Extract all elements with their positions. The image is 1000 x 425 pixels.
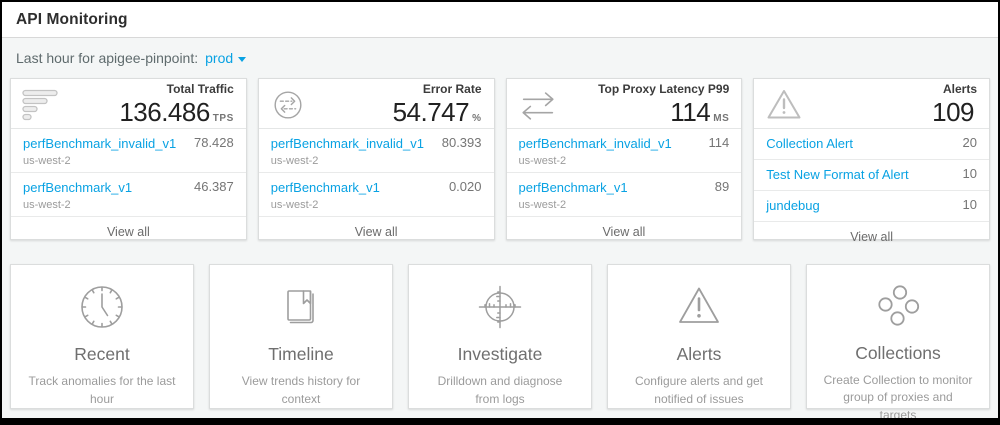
metric-title: Error Rate	[422, 81, 482, 96]
view-all-link[interactable]: View all	[106, 225, 150, 239]
metric-title: Top Proxy Latency P99	[598, 81, 730, 96]
proxy-link[interactable]: perfBenchmark_invalid_v1	[270, 136, 424, 151]
latency-arrows-icon	[517, 88, 559, 122]
proxy-link[interactable]: perfBenchmark_v1	[270, 180, 380, 195]
metric-value: 136.486	[119, 96, 210, 127]
dashboard-content: Last hour for apigee-pinpoint: prod	[2, 38, 998, 418]
total-traffic-header: Total Traffic 136.486 TPS	[11, 79, 246, 129]
proxy-link[interactable]: perfBenchmark_invalid_v1	[23, 136, 177, 151]
alert-triangle-icon	[673, 280, 725, 333]
latency-header: Top Proxy Latency P99 114 MS	[506, 79, 742, 129]
nav-card-recent[interactable]: Recent Track anomalies for the last hour	[10, 264, 194, 409]
row-value: 0.020	[448, 179, 482, 194]
metric-unit: %	[472, 112, 482, 124]
row-value: 10	[962, 197, 977, 212]
metric-rows: Collection Alert 20 Test New Format of A…	[754, 129, 989, 253]
alert-link[interactable]: Test New Format of Alert	[766, 167, 909, 182]
alert-triangle-icon	[764, 86, 804, 123]
table-row: perfBenchmark_v1 us-west-2 0.020	[258, 173, 494, 217]
region-label: us-west-2	[270, 199, 319, 211]
nav-card-title: Recent	[74, 344, 130, 365]
traffic-bars-icon	[21, 88, 61, 122]
proxy-link[interactable]: perfBenchmark_invalid_v1	[518, 136, 672, 151]
nav-cards-row: Recent Track anomalies for the last hour…	[10, 264, 990, 418]
table-row: perfBenchmark_invalid_v1 us-west-2 114	[506, 129, 742, 173]
nav-card-title: Alerts	[676, 344, 722, 365]
alerts-header: Alerts 109	[754, 79, 989, 129]
metric-unit: MS	[713, 112, 730, 124]
book-bookmark-icon	[275, 280, 327, 333]
row-value: 89	[714, 179, 730, 194]
metric-unit: TPS	[212, 112, 234, 124]
page-header: API Monitoring	[2, 2, 998, 38]
region-label: us-west-2	[23, 199, 71, 211]
page-title: API Monitoring	[16, 11, 128, 28]
proxy-link[interactable]: perfBenchmark_v1	[23, 180, 133, 195]
latency-card: Top Proxy Latency P99 114 MS perfBenchmar…	[505, 78, 743, 240]
nav-card-description: Drilldown and diagnose from logs	[437, 374, 563, 406]
metric-value: 54.747	[392, 96, 470, 127]
table-row: perfBenchmark_invalid_v1 us-west-2 78.42…	[11, 129, 246, 173]
nav-card-alerts[interactable]: Alerts Configure alerts and get notified…	[607, 264, 791, 409]
nav-card-description: Create Collection to monitor group of pr…	[823, 373, 973, 418]
environment-dropdown[interactable]: prod	[205, 50, 247, 66]
alert-link[interactable]: jundebug	[766, 198, 820, 213]
alerts-card: Alerts 109 Collection Alert 20 Test New …	[753, 78, 990, 244]
metric-title: Total Traffic	[166, 81, 234, 96]
row-value: 20	[962, 135, 977, 150]
nav-card-collections[interactable]: Collections Create Collection to monitor…	[806, 264, 990, 418]
error-rate-header: Error Rate 54.747%	[258, 79, 494, 129]
scope-subheader: Last hour for apigee-pinpoint: prod	[10, 48, 990, 78]
metric-rows: perfBenchmark_invalid_v1 us-west-2 114 p…	[506, 129, 742, 248]
error-rate-exchange-icon	[269, 86, 307, 124]
table-row: perfBenchmark_v1 us-west-2 89	[506, 173, 742, 217]
region-label: us-west-2	[270, 155, 319, 167]
table-row: jundebug 10	[754, 191, 989, 222]
error-rate-card: Error Rate 54.747% perfBenchmark_invalid…	[257, 78, 495, 240]
table-row: Collection Alert 20	[754, 129, 989, 160]
total-traffic-card: Total Traffic 136.486 TPS perfBenchmark_i…	[10, 78, 247, 240]
nav-card-title: Collections	[855, 343, 941, 363]
row-value: 46.387	[193, 179, 234, 194]
metric-rows: perfBenchmark_invalid_v1 us-west-2 80.39…	[258, 129, 494, 248]
view-all-link[interactable]: View all	[602, 225, 646, 239]
nav-card-timeline[interactable]: Timeline View trends history for context	[209, 264, 393, 409]
region-label: us-west-2	[518, 155, 567, 167]
table-row: Test New Format of Alert 10	[754, 160, 989, 191]
row-value: 10	[962, 166, 977, 181]
nav-card-investigate[interactable]: Investigate Drilldown and diagnose from …	[408, 264, 592, 409]
environment-value: prod	[205, 50, 234, 66]
api-monitoring-app: API Monitoring Last hour for apigee-pinp…	[2, 2, 998, 418]
metric-title: Alerts	[942, 81, 977, 96]
region-label: us-west-2	[518, 199, 567, 211]
region-label: us-west-2	[23, 155, 71, 167]
collections-circles-icon	[872, 280, 924, 332]
clock-icon	[76, 280, 128, 333]
view-all-link[interactable]: View all	[850, 230, 894, 244]
nav-card-title: Investigate	[457, 344, 543, 365]
nav-card-title: Timeline	[268, 344, 334, 365]
alert-link[interactable]: Collection Alert	[766, 136, 853, 151]
metric-cards-row: Total Traffic 136.486 TPS perfBenchmark_i…	[10, 78, 990, 244]
row-value: 78.428	[193, 135, 234, 150]
view-all-link[interactable]: View all	[354, 225, 398, 239]
table-row: perfBenchmark_invalid_v1 us-west-2 80.39…	[258, 129, 494, 173]
nav-card-description: Track anomalies for the last hour	[28, 374, 176, 406]
nav-card-description: Configure alerts and get notified of iss…	[634, 374, 764, 406]
table-row: perfBenchmark_v1 us-west-2 46.387	[11, 173, 246, 217]
proxy-link[interactable]: perfBenchmark_v1	[518, 180, 628, 195]
row-value: 114	[708, 135, 730, 150]
row-value: 80.393	[441, 135, 482, 150]
crosshair-icon	[474, 280, 526, 333]
metric-rows: perfBenchmark_invalid_v1 us-west-2 78.42…	[11, 129, 246, 248]
chevron-down-icon	[238, 56, 247, 62]
metric-value: 109	[932, 96, 974, 127]
metric-value: 114	[670, 96, 711, 127]
nav-card-description: View trends history for context	[241, 374, 361, 406]
scope-label: Last hour for apigee-pinpoint:	[16, 50, 199, 66]
